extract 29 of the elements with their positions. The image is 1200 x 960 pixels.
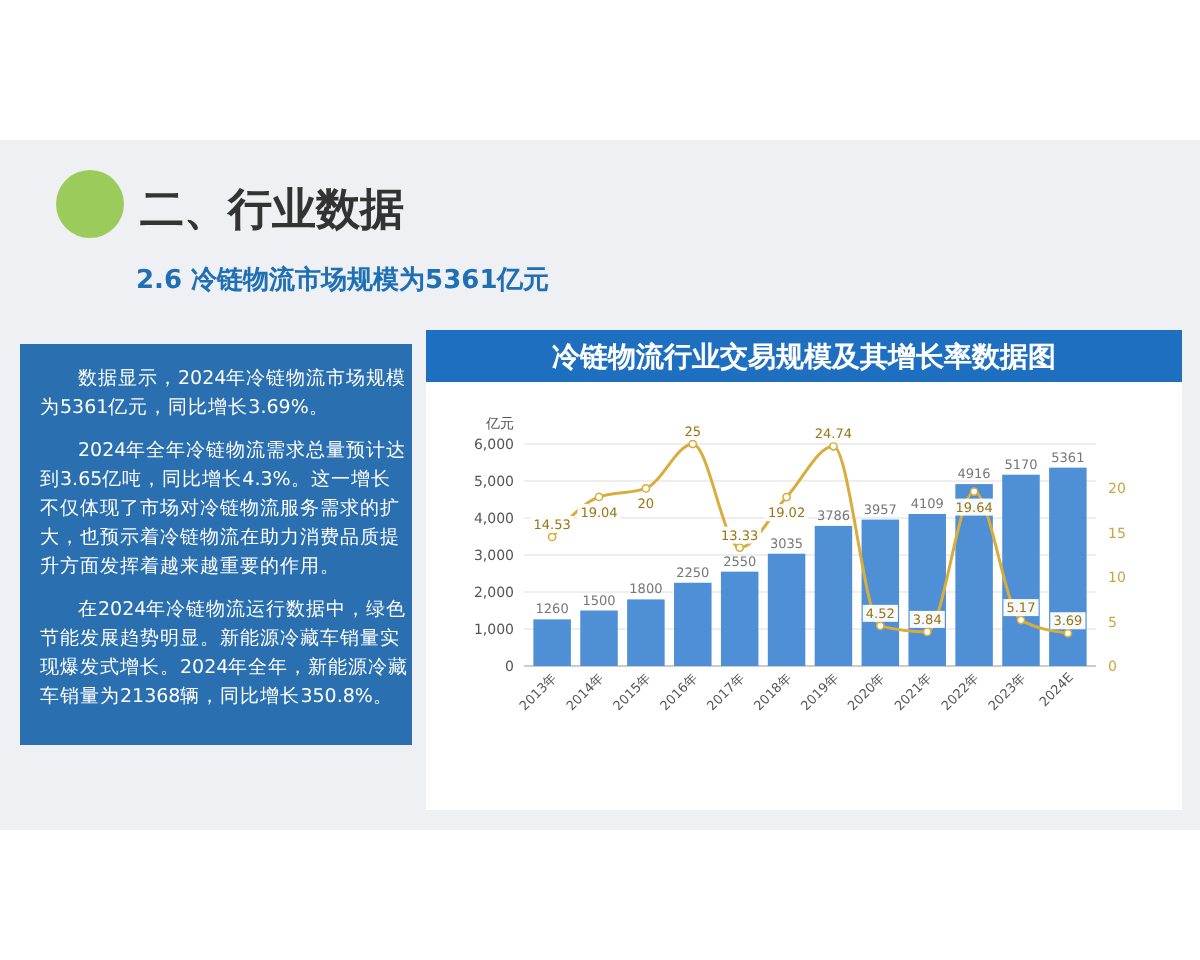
bar: [533, 619, 571, 666]
point: [1016, 615, 1026, 625]
text: 二、行业数据: [140, 186, 404, 236]
point: [641, 484, 651, 493]
text: 在2024年冷链物流运行数据中，绿色节能发展趋势明显。新能源冷藏车销量实现爆发式增长。2024年全年，新能源冷藏车销量为21368辆，同比增长350.8%。: [40, 597, 409, 708]
bar: [627, 599, 665, 666]
chart-title: 冷链物流行业交易规模及其增长率数据图: [552, 340, 1056, 374]
point: [875, 621, 885, 631]
bar: [674, 582, 712, 666]
bar: [580, 610, 618, 666]
bar: [908, 513, 946, 666]
bar: [1049, 467, 1087, 666]
text: 数据显示，2024年冷链物流市场规模为5361亿元，同比增长3.69%。: [40, 366, 407, 419]
point: [782, 492, 791, 502]
bar: [767, 553, 806, 666]
point: [735, 543, 745, 553]
text: 2024年全年冷链物流需求总量预计达到3.65亿吨，同比增长4.3%。这一增长不仅体现了市场对冷链物流服务需求的扩大，也预示着冷链物流在助力消费品质提升方面发挥着越来越重要的作用。: [40, 438, 407, 578]
point: [829, 441, 838, 451]
bar: [1002, 474, 1040, 666]
point: [969, 487, 979, 496]
text: 2.6 冷链物流市场规模为5361亿元: [136, 264, 550, 296]
point: [688, 439, 698, 449]
point: [1063, 628, 1073, 638]
bar: [814, 525, 853, 666]
point: [594, 492, 604, 502]
bar: [720, 571, 759, 666]
point: [922, 627, 932, 637]
bar: [955, 484, 993, 666]
point: [547, 532, 557, 542]
